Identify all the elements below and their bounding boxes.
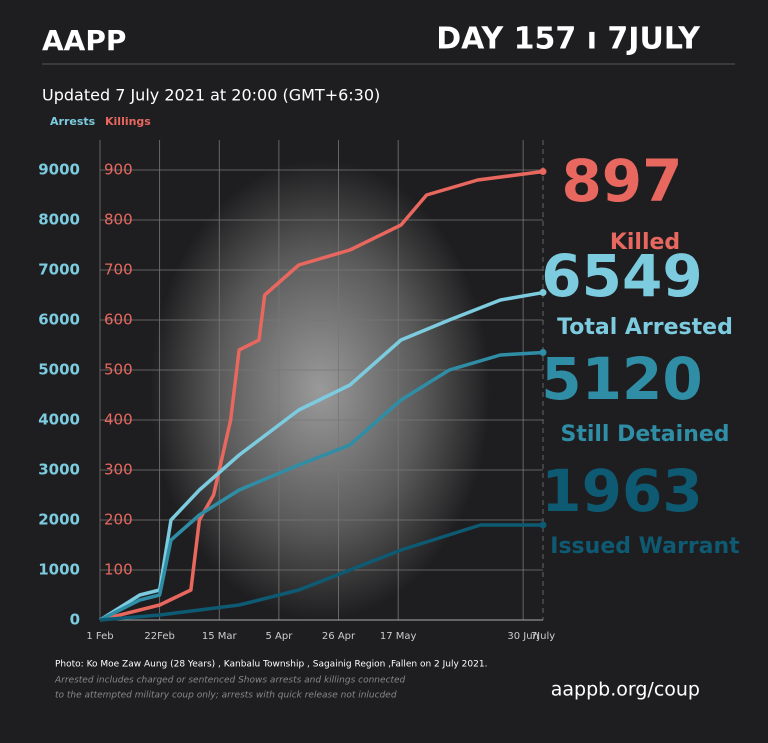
stat-label: Total Arrested	[557, 315, 733, 340]
y-tick-label: 5000	[38, 361, 80, 379]
y-tick-label: 1000	[38, 561, 80, 579]
photo	[150, 160, 490, 620]
x-tick-label: 7July	[531, 631, 555, 642]
y-tick-label: 0	[70, 611, 80, 629]
x-tick-label: 26 Apr	[322, 631, 356, 642]
y-tick-label: 3000	[38, 461, 80, 479]
stat-number: 6549	[541, 242, 702, 310]
line	[99, 523, 543, 622]
y2-tick-label: 800	[104, 211, 133, 229]
x-tick-label: 5 Apr	[265, 631, 293, 642]
y2-tick-label: 200	[104, 511, 133, 529]
x-tick-label: 22Feb	[144, 631, 174, 642]
y-tick-label: 2000	[38, 511, 80, 529]
y2-label: Killings	[105, 115, 151, 128]
end-dot	[539, 168, 547, 175]
y2-tick-label: 600	[104, 311, 133, 329]
stat-number: 1963	[541, 457, 702, 525]
end-dot	[539, 521, 547, 529]
x-tick-label: 15 Mar	[202, 631, 238, 642]
y2-tick-label: 900	[104, 161, 133, 179]
stat-label: Killed	[610, 230, 680, 255]
y2-tick-label: 700	[104, 261, 133, 279]
y-tick-label: 9000	[38, 161, 80, 179]
end-dot	[539, 349, 547, 356]
brand: AAPP	[42, 24, 126, 57]
updated: Updated 7 July 2021 at 20:00 (GMT+6:30)	[42, 86, 380, 105]
end-dot	[539, 289, 547, 297]
x-tick-label: 30 Jun	[507, 631, 539, 642]
y-label: Arrests	[50, 115, 96, 128]
caption: Photo: Ko Moe Zaw Aung (28 Years) , Kanb…	[55, 660, 487, 670]
note: Arrested includes charged or sentenced S…	[54, 676, 406, 686]
y2-tick-label: 400	[104, 411, 133, 429]
line	[99, 169, 544, 622]
stat-label: Still Detained	[560, 422, 729, 447]
stat-number: 897	[561, 147, 682, 215]
stat-label: Issued Warrant	[550, 534, 740, 559]
y2-tick-label: 500	[104, 361, 133, 379]
line	[99, 350, 544, 622]
y2-tick-label: 300	[104, 461, 133, 479]
url: aappb.org/coup	[551, 679, 700, 701]
day-label: DAY 157 ı 7JULY	[436, 22, 701, 57]
y-tick-label: 7000	[38, 261, 80, 279]
y-tick-label: 8000	[38, 211, 80, 229]
line	[99, 290, 544, 622]
y-tick-label: 4000	[38, 411, 80, 429]
note: to the attempted military coup only; arr…	[55, 691, 397, 701]
y-tick-label: 6000	[38, 311, 80, 329]
x-tick-label: 1 Feb	[86, 631, 113, 642]
stat-number: 5120	[541, 345, 702, 413]
y2-tick-label: 100	[104, 561, 133, 579]
x-tick-label: 17 May	[380, 631, 417, 642]
